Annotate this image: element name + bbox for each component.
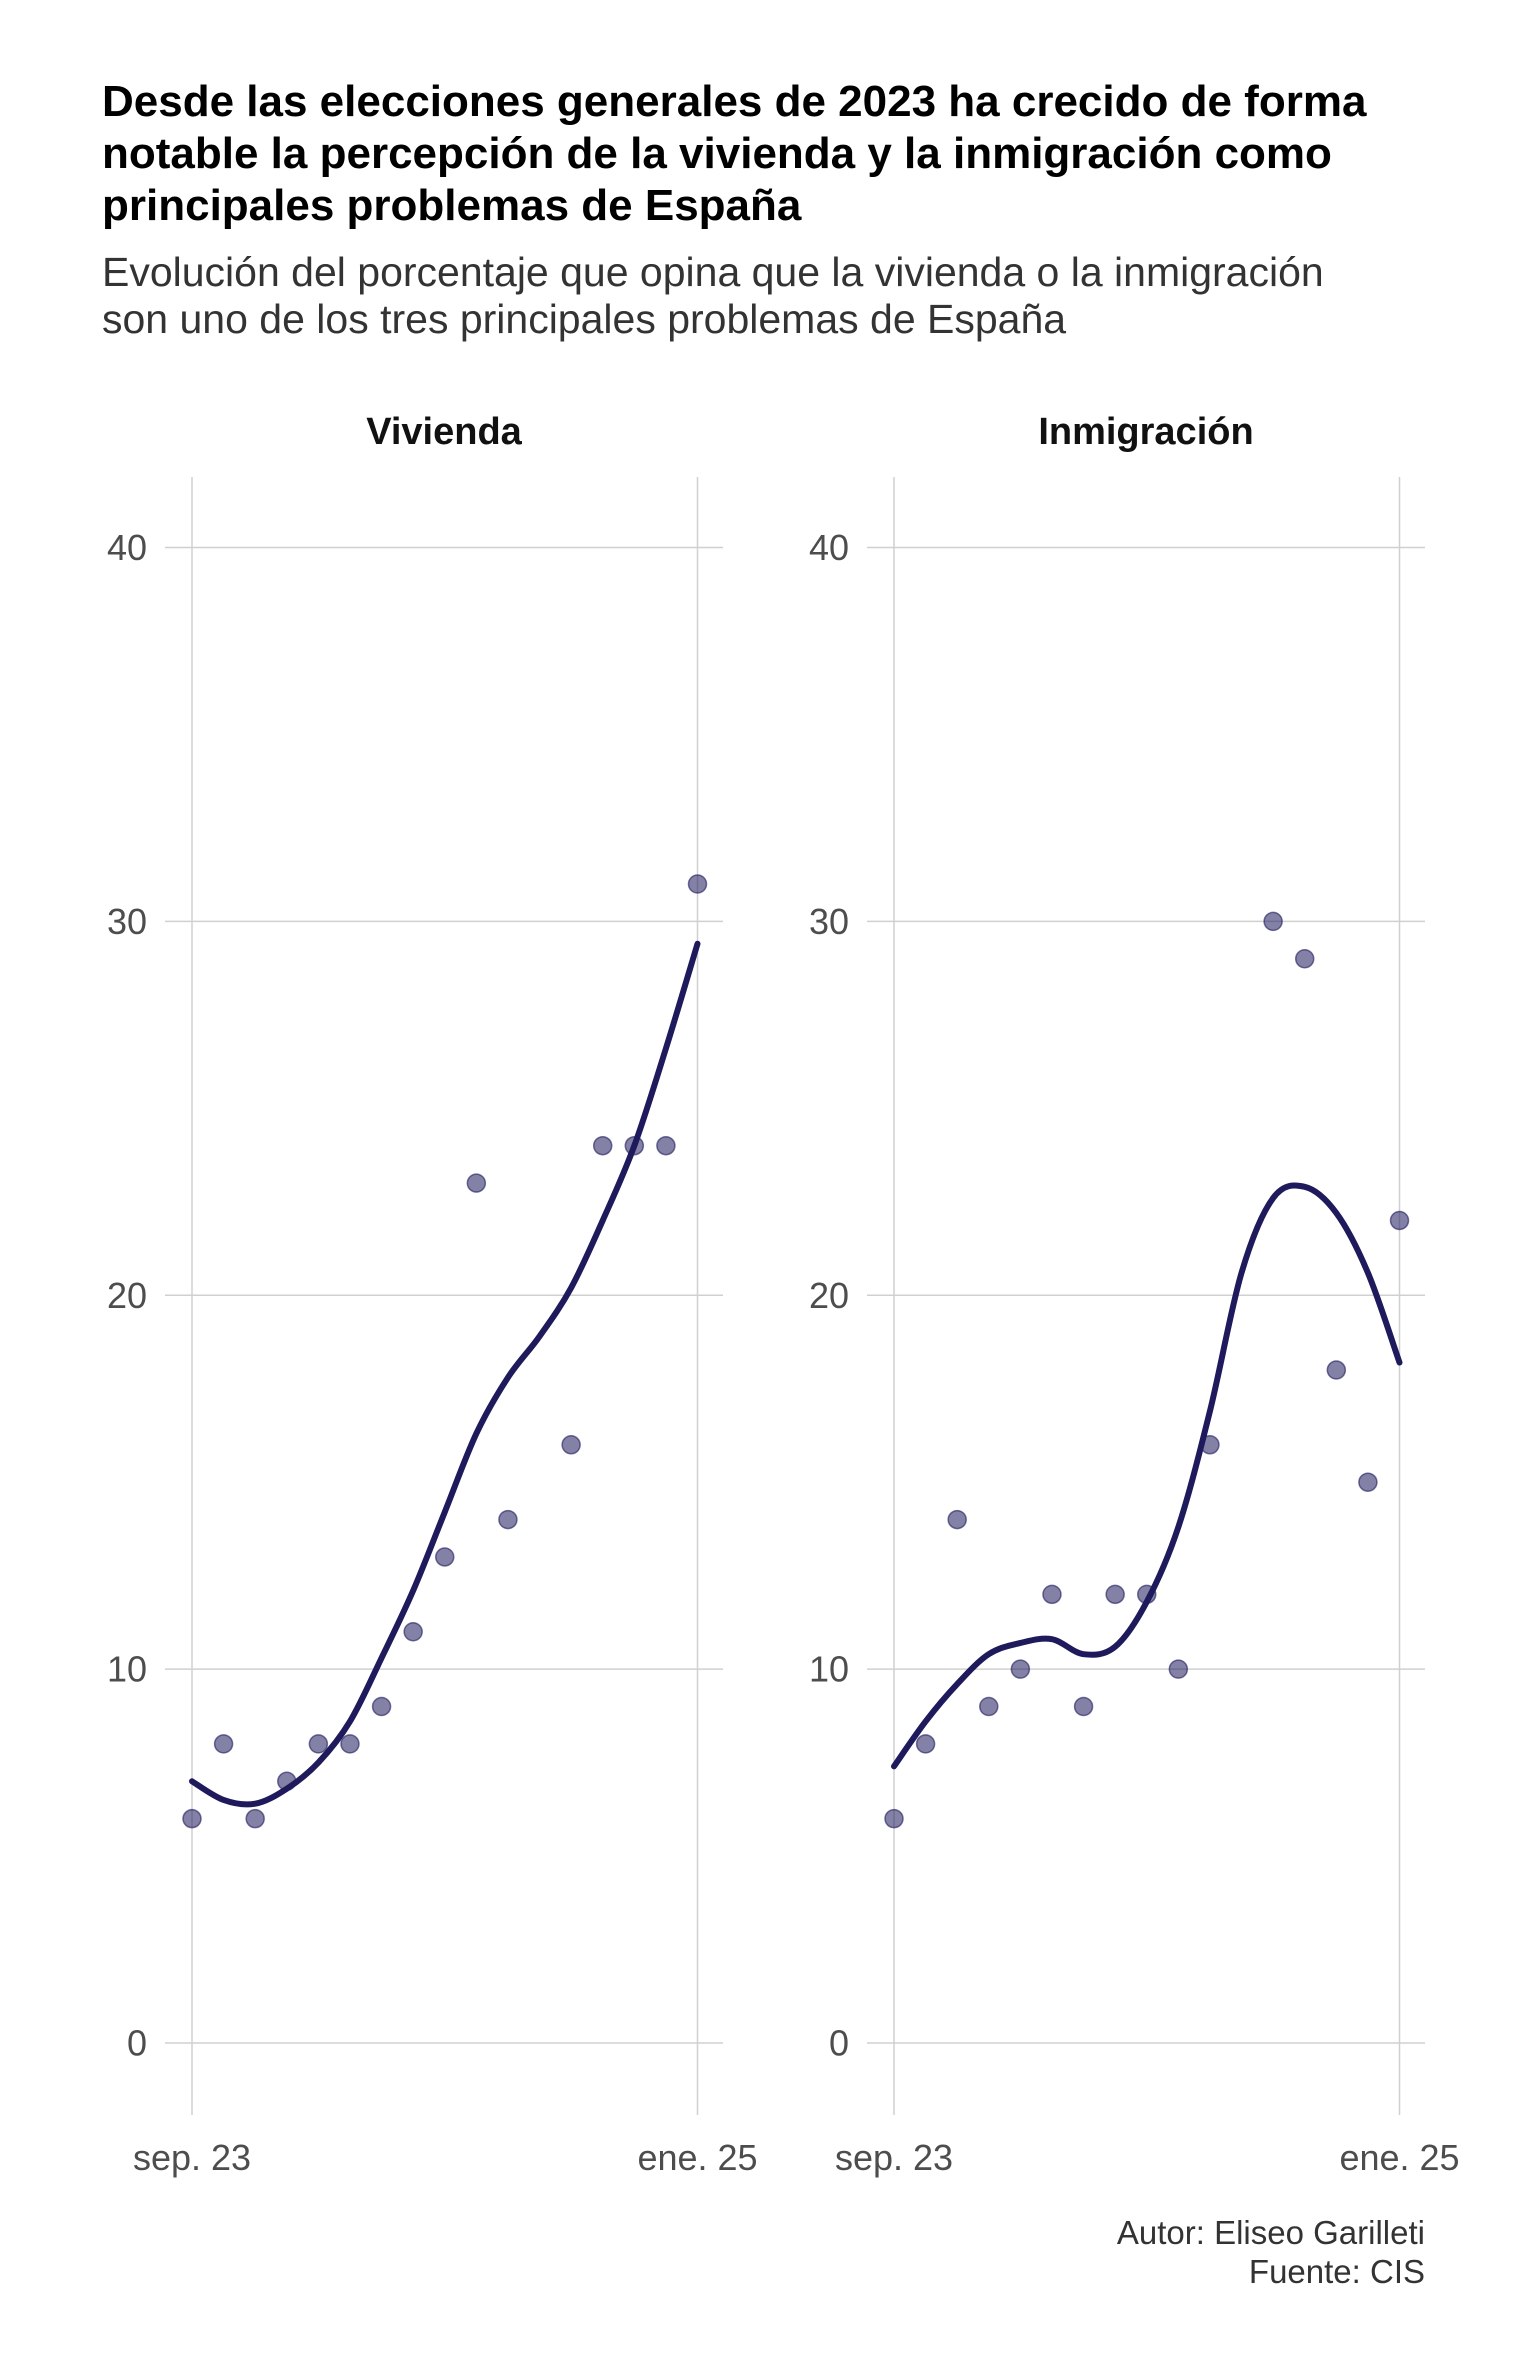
trend-line <box>189 940 701 1808</box>
data-point <box>1073 1696 1094 1717</box>
data-point <box>1105 1584 1125 1605</box>
data-point <box>213 1734 234 1754</box>
data-point <box>245 1808 265 1829</box>
data-point <box>884 1808 904 1829</box>
data-point <box>182 1808 202 1829</box>
data-point <box>1358 1472 1378 1492</box>
chart-subtitle: Evolución del porcentaje que opina que l… <box>102 249 1324 342</box>
caption-source: Fuente: CIS <box>1248 2253 1425 2290</box>
facet-title: Inmigración <box>1038 411 1253 453</box>
data-point <box>1294 949 1315 969</box>
data-point <box>435 1547 455 1567</box>
y-tick-label: 20 <box>107 1275 147 1316</box>
y-tick-label: 10 <box>107 1649 147 1690</box>
x-tick-label: sep. 23 <box>133 2137 251 2178</box>
y-tick-label: 0 <box>127 2023 147 2064</box>
y-tick-label: 40 <box>107 527 147 568</box>
y-tick-label: 30 <box>107 901 147 942</box>
data-point <box>371 1696 392 1717</box>
data-point <box>1389 1210 1410 1231</box>
data-point <box>1168 1659 1189 1679</box>
data-point <box>466 1173 487 1193</box>
data-point <box>1010 1659 1031 1679</box>
x-tick-label: ene. 25 <box>1339 2137 1459 2178</box>
data-point <box>403 1621 423 1642</box>
data-point <box>1263 911 1283 932</box>
data-point <box>592 1135 613 1156</box>
facet-panel: Vivienda 0 10 20 30 40 sep. 23 ene. 25 <box>107 411 758 2178</box>
data-point <box>1042 1584 1062 1605</box>
y-tick-label: 30 <box>809 901 849 942</box>
y-tick-label: 10 <box>809 1649 849 1690</box>
caption-author: Autor: Eliseo Garilleti <box>1116 2214 1425 2251</box>
chart-title: Desde las elecciones generales de 2023 h… <box>102 77 1367 230</box>
data-point <box>687 874 708 894</box>
data-point <box>498 1509 518 1530</box>
y-tick-label: 0 <box>829 2023 849 2064</box>
trend-line <box>891 1182 1403 1770</box>
data-point <box>947 1509 967 1530</box>
y-tick-label: 40 <box>809 527 849 568</box>
data-point <box>561 1435 581 1455</box>
chart-caption: Autor: Eliseo Garilleti Fuente: CIS <box>1117 2213 1425 2291</box>
facet-panel: Inmigración 0 10 20 30 40 sep. 23 ene. 25 <box>809 411 1460 2178</box>
data-point <box>656 1135 676 1156</box>
data-point <box>979 1696 999 1717</box>
data-point <box>340 1734 360 1754</box>
x-tick-label: ene. 25 <box>637 2137 757 2178</box>
x-tick-label: sep. 23 <box>835 2137 953 2178</box>
data-point <box>1326 1360 1347 1380</box>
data-point <box>308 1734 329 1754</box>
y-tick-label: 20 <box>809 1275 849 1316</box>
data-point <box>915 1734 936 1754</box>
facet-title: Vivienda <box>366 411 522 453</box>
